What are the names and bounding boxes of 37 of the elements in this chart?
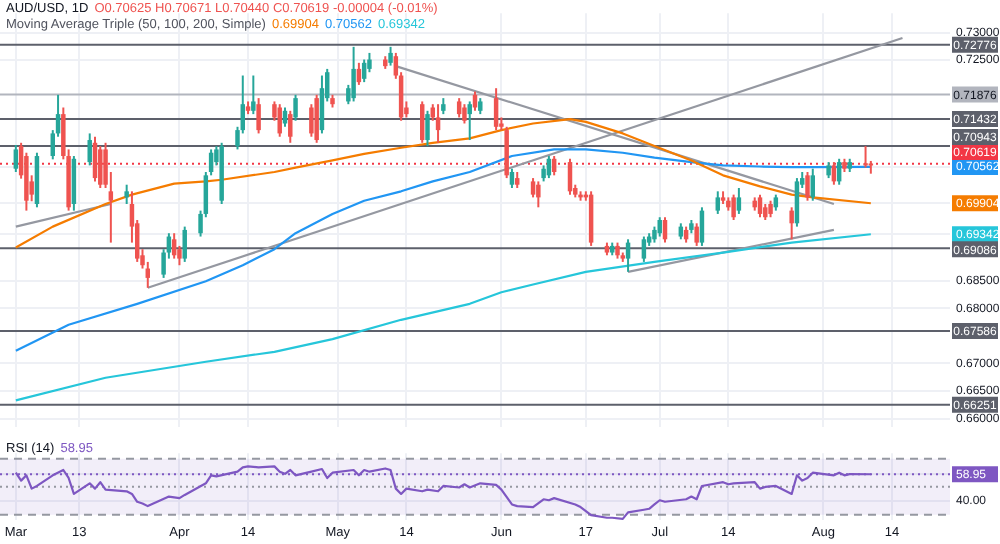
candlestick: [715, 190, 721, 215]
candlestick: [694, 222, 699, 247]
candlestick: [351, 45, 356, 103]
candlestick: [435, 103, 441, 144]
candlestick: [657, 216, 662, 238]
candlestick: [87, 132, 92, 167]
candlestick: [467, 100, 472, 142]
candlestick: [367, 51, 372, 74]
candlestick: [509, 167, 515, 190]
candlestick: [863, 145, 868, 169]
candlestick: [731, 193, 736, 221]
candlestick: [13, 144, 19, 174]
candlestick: [757, 193, 763, 219]
candlestick: [182, 225, 187, 263]
candlestick: [530, 177, 536, 199]
candlestick: [536, 180, 541, 209]
candlestick: [504, 125, 509, 180]
candlestick: [425, 109, 430, 148]
candlestick: [805, 171, 810, 202]
candlestick: [98, 145, 103, 190]
candlestick: [462, 103, 467, 125]
candlestick: [388, 45, 393, 67]
candlestick: [24, 151, 29, 212]
candlestick: [789, 206, 794, 241]
candlestick: [314, 93, 319, 144]
candlestick: [288, 109, 293, 144]
candlestick: [641, 235, 647, 263]
candlestick: [456, 97, 462, 119]
candlestick: [256, 97, 261, 135]
candlestick: [309, 103, 314, 138]
candlestick: [493, 87, 499, 132]
candlestick: [124, 183, 129, 206]
candlestick: [736, 187, 742, 215]
candlestick: [472, 90, 478, 112]
candlestick: [293, 93, 298, 122]
candlestick: [277, 103, 282, 138]
candlestick: [251, 74, 256, 116]
